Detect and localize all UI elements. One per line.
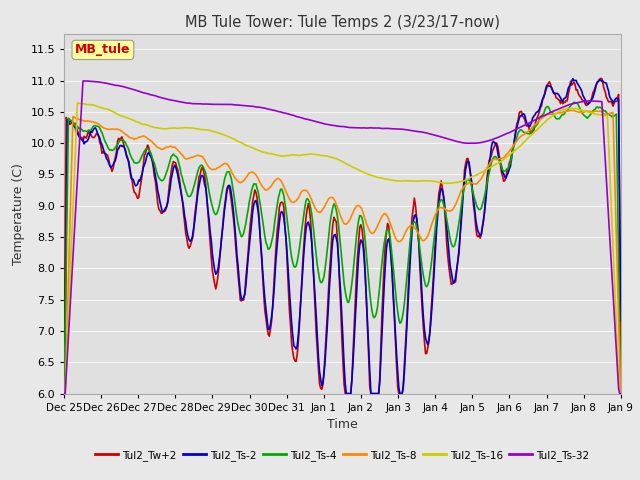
X-axis label: Time: Time	[327, 418, 358, 431]
Title: MB Tule Tower: Tule Temps 2 (3/23/17-now): MB Tule Tower: Tule Temps 2 (3/23/17-now…	[185, 15, 500, 30]
Text: MB_tule: MB_tule	[75, 43, 131, 56]
Legend: Tul2_Tw+2, Tul2_Ts-2, Tul2_Ts-4, Tul2_Ts-8, Tul2_Ts-16, Tul2_Ts-32: Tul2_Tw+2, Tul2_Ts-2, Tul2_Ts-4, Tul2_Ts…	[92, 445, 593, 465]
Y-axis label: Temperature (C): Temperature (C)	[12, 163, 25, 264]
